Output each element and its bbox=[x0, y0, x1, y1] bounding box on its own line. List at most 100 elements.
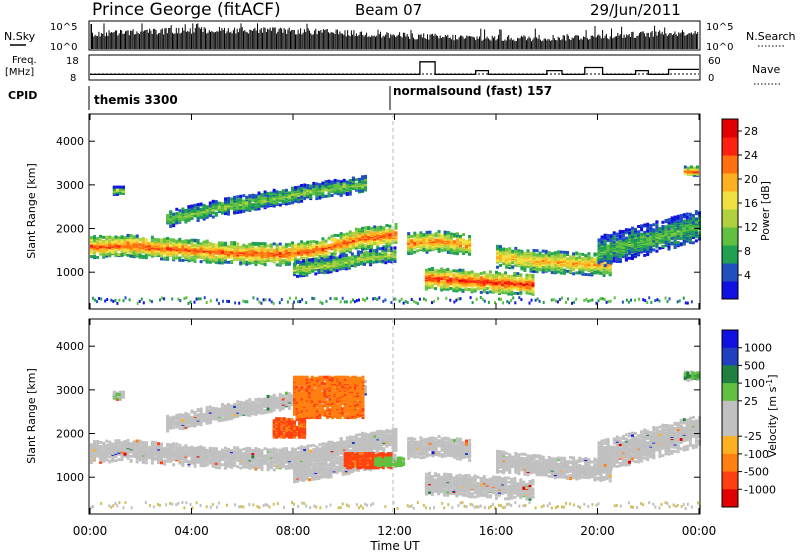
power-cell bbox=[437, 246, 441, 250]
power-cell bbox=[227, 196, 230, 200]
power-cell bbox=[382, 230, 386, 234]
power-cell bbox=[111, 236, 115, 240]
power-cell bbox=[694, 212, 698, 216]
power-cell bbox=[559, 263, 563, 267]
power-cell bbox=[634, 252, 637, 255]
power-cell bbox=[679, 216, 683, 220]
power-cell bbox=[300, 240, 304, 244]
power-cell bbox=[670, 221, 674, 225]
power-cell bbox=[360, 257, 363, 260]
power-cell bbox=[142, 301, 145, 305]
power-cell bbox=[464, 274, 468, 278]
power-cell bbox=[260, 254, 264, 258]
power-cell bbox=[108, 248, 112, 252]
power-cell bbox=[376, 241, 380, 245]
power-cell bbox=[431, 273, 434, 277]
power-cell bbox=[169, 215, 173, 219]
power-cell bbox=[214, 200, 218, 204]
power-cell bbox=[293, 262, 296, 266]
power-cell bbox=[350, 264, 354, 268]
power-cell bbox=[208, 245, 212, 248]
power-cell bbox=[102, 235, 106, 239]
power-cell bbox=[569, 255, 573, 259]
power-cell bbox=[511, 249, 515, 253]
power-cell bbox=[354, 182, 358, 186]
power-cell bbox=[330, 194, 334, 197]
power-cell bbox=[464, 271, 468, 275]
power-cell bbox=[291, 252, 294, 256]
power-cell bbox=[455, 232, 459, 236]
power-cell bbox=[141, 240, 145, 244]
power-cell bbox=[556, 252, 560, 256]
power-cell bbox=[538, 265, 542, 269]
power-cell bbox=[495, 272, 498, 276]
freq-label-line2: [MHz] bbox=[5, 67, 34, 78]
power-cell bbox=[272, 201, 276, 205]
power-cell bbox=[407, 232, 411, 236]
power-cell bbox=[118, 187, 122, 191]
power-cell bbox=[208, 260, 212, 264]
power-cell bbox=[228, 300, 230, 303]
power-cell bbox=[294, 192, 297, 196]
power-cell bbox=[416, 249, 420, 253]
beam-label: Beam 07 bbox=[355, 1, 422, 19]
power-cell bbox=[550, 267, 554, 271]
power-cell bbox=[440, 237, 444, 241]
power-cell bbox=[511, 252, 515, 256]
power-cell bbox=[193, 251, 197, 255]
power-cell bbox=[364, 231, 367, 235]
power-cell bbox=[520, 257, 524, 260]
power-cell bbox=[220, 254, 224, 258]
power-cell bbox=[129, 240, 133, 244]
power-cell bbox=[272, 242, 276, 246]
power-cell bbox=[287, 198, 291, 202]
power-cell bbox=[688, 221, 692, 225]
power-cell bbox=[263, 262, 267, 266]
power-cell bbox=[655, 224, 659, 228]
power-cell bbox=[482, 271, 486, 275]
power-cell bbox=[364, 244, 367, 248]
power-cell bbox=[605, 271, 609, 275]
nsky-label: N.Sky bbox=[4, 30, 36, 43]
power-cell bbox=[105, 235, 109, 239]
nave-series bbox=[90, 61, 699, 76]
power-cell bbox=[327, 244, 331, 247]
power-cell bbox=[245, 195, 249, 199]
power-cell bbox=[535, 268, 539, 272]
power-cell bbox=[217, 243, 221, 247]
nsky-tick-low: 10^0 bbox=[50, 42, 77, 53]
power-cell bbox=[624, 230, 628, 234]
power-cell bbox=[172, 214, 176, 218]
power-cell bbox=[354, 243, 358, 247]
power-cell bbox=[526, 261, 530, 265]
power-cell bbox=[655, 239, 659, 243]
power-cell bbox=[246, 300, 249, 304]
power-cell bbox=[341, 296, 344, 300]
power-cell bbox=[485, 287, 489, 290]
power-cell bbox=[242, 258, 246, 262]
power-cell bbox=[556, 250, 560, 254]
power-cell bbox=[123, 245, 127, 249]
power-cell bbox=[446, 231, 450, 234]
power-cell bbox=[287, 201, 291, 205]
power-cell bbox=[624, 257, 628, 261]
power-cell bbox=[428, 267, 431, 271]
power-cell bbox=[372, 249, 376, 253]
power-cell bbox=[296, 274, 299, 278]
power-cell bbox=[187, 239, 191, 243]
power-cell bbox=[209, 299, 212, 303]
power-cell bbox=[691, 236, 695, 239]
power-cell bbox=[323, 258, 327, 262]
power-cell bbox=[302, 270, 306, 274]
power-cell bbox=[163, 244, 167, 247]
power-cell bbox=[407, 240, 411, 244]
power-cell bbox=[184, 239, 188, 243]
power-cell bbox=[538, 251, 542, 255]
power-cell bbox=[621, 248, 625, 252]
power-cell bbox=[338, 259, 342, 263]
power-cell bbox=[468, 237, 472, 241]
power-cell bbox=[169, 241, 173, 245]
power-cell bbox=[566, 253, 569, 257]
power-cell bbox=[649, 234, 653, 238]
power-cell bbox=[507, 281, 511, 284]
